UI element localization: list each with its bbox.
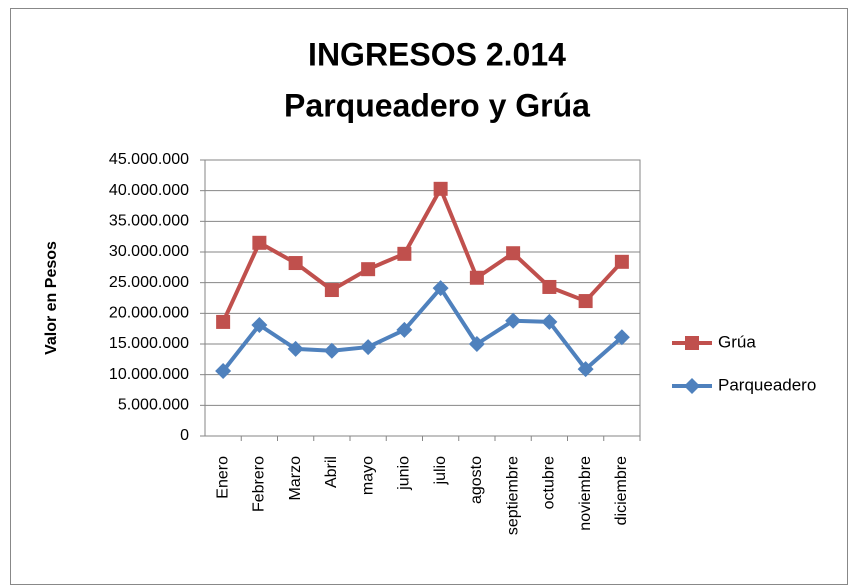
- data-point: [251, 316, 268, 333]
- chart-title: INGRESOS 2.014: [308, 36, 566, 72]
- chart-subtitle: Parqueadero y Grúa: [284, 87, 590, 123]
- x-tick-label: septiembre: [504, 456, 521, 535]
- legend-marker: [685, 336, 699, 350]
- data-point: [287, 340, 304, 357]
- x-tick-label: Abril: [323, 456, 340, 488]
- data-point: [469, 270, 484, 285]
- data-point: [216, 314, 231, 329]
- x-tick-label: diciembre: [613, 456, 630, 525]
- data-point: [542, 279, 557, 294]
- y-tick-label: 45.000.000: [109, 151, 189, 168]
- x-tick-label: junio: [396, 456, 413, 491]
- y-tick-label: 5.000.000: [118, 397, 189, 414]
- x-tick-label: Marzo: [287, 456, 304, 501]
- data-point: [215, 362, 232, 379]
- y-tick-label: 15.000.000: [109, 335, 189, 352]
- data-point: [324, 283, 339, 298]
- data-point: [614, 254, 629, 269]
- chart-border: [10, 8, 848, 585]
- series-line: [221, 286, 624, 373]
- y-tick-label: 35.000.000: [109, 213, 189, 230]
- x-tick-label: octubre: [541, 456, 558, 509]
- data-point: [361, 262, 376, 277]
- data-point: [541, 313, 558, 330]
- data-point: [396, 321, 413, 338]
- legend-label: Parqueadero: [718, 375, 816, 394]
- x-tick-label: mayo: [359, 456, 376, 495]
- y-tick-label: 0: [180, 427, 189, 444]
- data-point: [505, 312, 522, 329]
- x-tick-label: julio: [432, 456, 449, 486]
- data-point: [360, 339, 377, 356]
- x-tick-label: Febrero: [251, 456, 268, 512]
- y-tick-label: 30.000.000: [109, 243, 189, 260]
- y-tick-label: 10.000.000: [109, 366, 189, 383]
- y-tick-label: 40.000.000: [109, 182, 189, 199]
- data-point: [613, 329, 630, 346]
- data-point: [577, 361, 594, 378]
- y-tick-label: 20.000.000: [109, 305, 189, 322]
- data-point: [578, 294, 593, 309]
- data-point: [397, 246, 412, 261]
- y-axis-title: Valor en Pesos: [43, 241, 60, 355]
- x-tick-label: Enero: [214, 456, 231, 499]
- data-point: [433, 181, 448, 196]
- data-point: [506, 246, 521, 261]
- x-tick-label: agosto: [468, 456, 485, 504]
- y-tick-label: 25.000.000: [109, 274, 189, 291]
- data-point: [323, 342, 340, 359]
- data-point: [288, 256, 303, 271]
- data-point: [468, 336, 485, 352]
- legend-label: Grúa: [718, 332, 756, 351]
- data-point: [252, 235, 267, 250]
- legend-marker: [684, 378, 700, 394]
- x-tick-label: noviembre: [577, 456, 594, 531]
- data-point: [432, 280, 449, 297]
